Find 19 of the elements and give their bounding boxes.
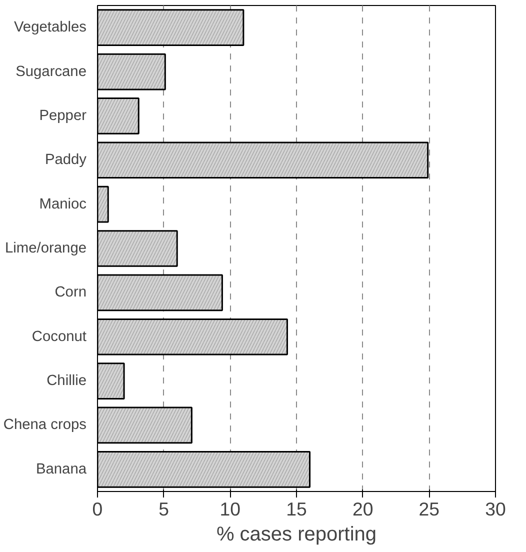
y-tick-label: Paddy xyxy=(44,152,88,168)
x-axis-title: % cases reporting xyxy=(216,524,377,546)
y-tick-label: Chena crops xyxy=(3,417,87,434)
x-tick-label: 20 xyxy=(352,498,374,520)
x-tick-label: 30 xyxy=(485,498,506,520)
y-tick-label: Corn xyxy=(54,284,87,301)
y-tick-label: Sugarcane xyxy=(16,64,87,80)
x-tick-label: 25 xyxy=(418,498,440,520)
y-tick-label: Lime/orange xyxy=(5,240,87,256)
y-tick-label: Banana xyxy=(36,461,88,478)
x-tick-label: 10 xyxy=(220,498,241,520)
x-tick-label: 0 xyxy=(92,498,103,520)
y-tick-label: Pepper xyxy=(39,108,87,124)
y-tick-label: Vegetables xyxy=(14,20,86,36)
y-tick-label: Coconut xyxy=(32,328,87,345)
y-tick-label: Chillie xyxy=(46,373,87,390)
y-tick-label: Manioc xyxy=(39,196,87,212)
x-tick-label: 5 xyxy=(158,498,170,520)
x-tick-label: 15 xyxy=(286,498,307,520)
